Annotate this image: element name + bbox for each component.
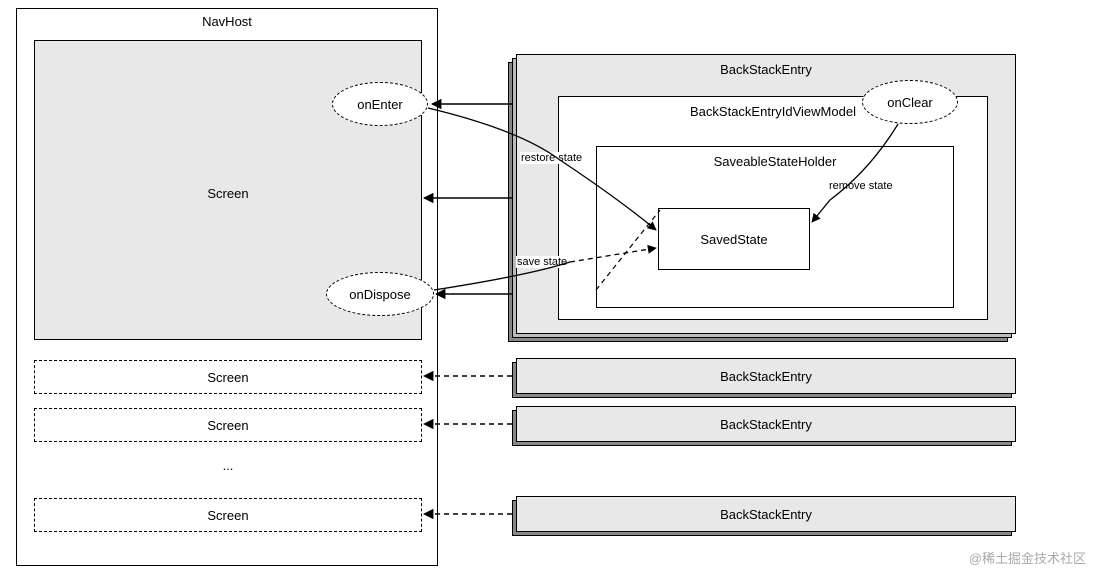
screen-main-label: Screen xyxy=(34,186,422,201)
holder-title: SaveableStateHolder xyxy=(596,154,954,169)
save-state-label: save state xyxy=(516,256,568,268)
restore-state-label: restore state xyxy=(520,152,583,164)
savedstate-box: SavedState xyxy=(658,208,810,270)
screen-dashed-last-label: Screen xyxy=(207,508,248,523)
ondispose-label: onDispose xyxy=(349,287,410,302)
onenter-ellipse: onEnter xyxy=(332,82,428,126)
remove-state-label: remove state xyxy=(828,180,894,192)
savedstate-title: SavedState xyxy=(700,232,767,247)
screen-dashed-1: Screen xyxy=(34,360,422,394)
bse-3-title: BackStackEntry xyxy=(720,507,812,522)
screen-dashed-1-label: Screen xyxy=(207,370,248,385)
bse-2: BackStackEntry xyxy=(516,406,1016,442)
backstack-main-title: BackStackEntry xyxy=(516,62,1016,77)
screen-dashed-2-label: Screen xyxy=(207,418,248,433)
screen-dashed-last: Screen xyxy=(34,498,422,532)
screen-dashed-2: Screen xyxy=(34,408,422,442)
onclear-label: onClear xyxy=(887,95,933,110)
ellipsis: ... xyxy=(200,458,256,473)
watermark: @稀土掘金技术社区 xyxy=(969,548,1086,567)
bse-1: BackStackEntry xyxy=(516,358,1016,394)
onclear-ellipse: onClear xyxy=(862,80,958,124)
onenter-label: onEnter xyxy=(357,97,403,112)
ondispose-ellipse: onDispose xyxy=(326,272,434,316)
diagram-canvas: NavHost Screen Screen Screen ... Screen … xyxy=(0,0,1094,573)
bse-3: BackStackEntry xyxy=(516,496,1016,532)
navhost-title: NavHost xyxy=(16,14,438,29)
bse-2-title: BackStackEntry xyxy=(720,417,812,432)
bse-1-title: BackStackEntry xyxy=(720,369,812,384)
